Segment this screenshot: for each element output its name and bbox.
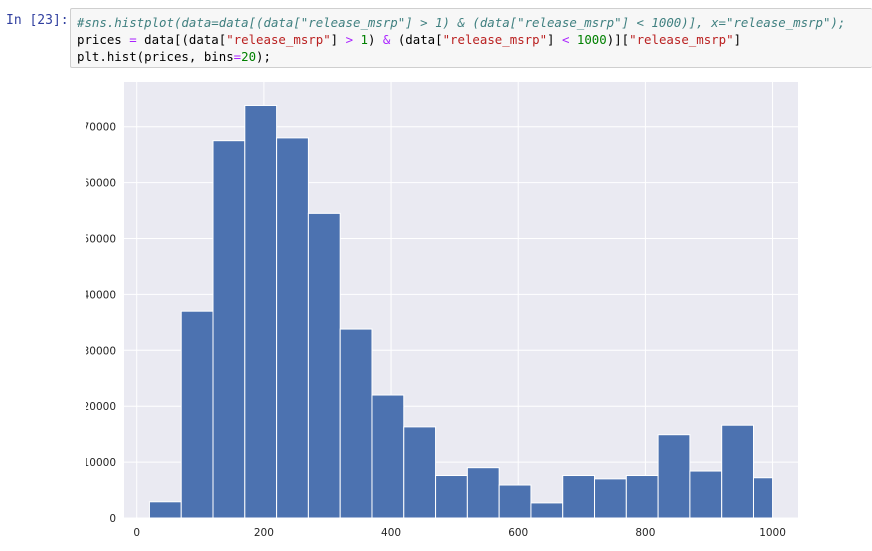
histogram-bar bbox=[244, 104, 278, 519]
histogram-bar bbox=[625, 475, 659, 519]
code-token: & bbox=[382, 32, 391, 47]
code-token: )][ bbox=[606, 32, 630, 47]
x-tick-label: 200 bbox=[254, 527, 274, 539]
code-token: = bbox=[233, 49, 242, 64]
y-tick-label: 0 bbox=[109, 513, 116, 525]
code-token: "release_msrp" bbox=[226, 32, 331, 47]
histogram-bar bbox=[594, 478, 627, 519]
x-tick-label: 400 bbox=[381, 527, 401, 539]
code-token: "release_msrp" bbox=[629, 32, 734, 47]
code-line-2[interactable]: prices = data[(data["release_msrp"] > 1)… bbox=[77, 31, 741, 48]
code-token: > bbox=[345, 32, 354, 47]
histogram-bar bbox=[276, 137, 309, 519]
x-tick-labels: 0 200 400 600 800 1000 bbox=[133, 527, 786, 539]
histogram-bar bbox=[689, 470, 723, 519]
code-line-1[interactable]: #sns.histplot(data=data[(data["release_m… bbox=[77, 14, 845, 31]
y-tick-label: 70000 bbox=[86, 122, 116, 134]
histogram-bar bbox=[721, 424, 754, 519]
code-editor[interactable]: #sns.histplot(data=data[(data["release_m… bbox=[70, 8, 872, 68]
histogram-bar bbox=[498, 484, 532, 519]
code-token: 20 bbox=[241, 49, 257, 64]
code-token bbox=[569, 32, 576, 47]
histogram-bar bbox=[530, 502, 564, 519]
code-token bbox=[353, 32, 360, 47]
code-token: plt.hist(prices, bins bbox=[77, 49, 234, 64]
y-tick-label: 60000 bbox=[86, 178, 116, 190]
code-token: data[(data[ bbox=[136, 32, 227, 47]
code-token: "release_msrp" bbox=[442, 32, 548, 47]
code-token: (data[ bbox=[390, 32, 443, 47]
histogram-bar bbox=[562, 475, 596, 519]
x-tick-label: 600 bbox=[508, 527, 528, 539]
code-token: ) bbox=[367, 32, 383, 47]
histogram-bar bbox=[403, 426, 437, 519]
code-token: < bbox=[561, 32, 570, 47]
histogram-bar bbox=[752, 477, 774, 519]
histogram-bar bbox=[435, 475, 468, 519]
y-tick-label: 30000 bbox=[86, 345, 116, 357]
bars bbox=[148, 104, 774, 519]
histogram-bar bbox=[339, 328, 373, 519]
code-token: 1 bbox=[360, 32, 368, 47]
histogram-bar bbox=[307, 212, 341, 519]
code-token: ] bbox=[547, 32, 562, 47]
histogram-bar bbox=[148, 501, 182, 519]
code-token: ] bbox=[733, 32, 742, 47]
code-token: ); bbox=[256, 49, 271, 64]
code-token: 1000 bbox=[576, 32, 607, 47]
cell-prompt: In [23]: bbox=[6, 13, 69, 28]
code-token: = bbox=[129, 32, 137, 47]
code-token: ] bbox=[330, 32, 346, 47]
y-tick-label: 40000 bbox=[86, 289, 116, 301]
histogram-bar bbox=[657, 434, 691, 519]
histogram-bar bbox=[371, 394, 405, 519]
code-token: #sns.histplot(data=data[(data["release_m… bbox=[77, 15, 846, 30]
code-token: prices bbox=[77, 32, 130, 47]
x-tick-label: 800 bbox=[635, 527, 655, 539]
y-tick-label: 50000 bbox=[86, 234, 116, 246]
histogram-bar bbox=[466, 467, 500, 519]
code-line-3[interactable]: plt.hist(prices, bins=20); bbox=[77, 48, 271, 65]
histogram-bar bbox=[180, 310, 214, 519]
x-tick-label: 0 bbox=[133, 527, 140, 539]
y-tick-label: 20000 bbox=[86, 401, 116, 413]
x-tick-label: 1000 bbox=[759, 527, 786, 539]
histogram-bar bbox=[212, 140, 246, 519]
